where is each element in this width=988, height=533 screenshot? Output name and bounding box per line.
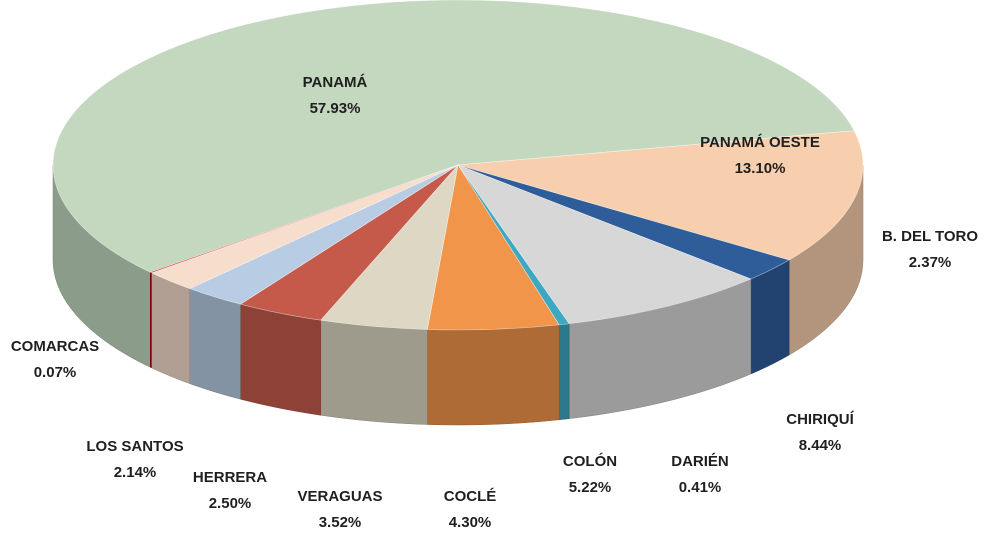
slice-label: HERRERA (193, 469, 267, 486)
slice-value: 2.14% (114, 464, 157, 481)
slice (320, 163, 459, 425)
slice-side (427, 324, 560, 426)
slice-label: CHIRIQUÍ (786, 411, 854, 428)
slice-side (150, 271, 152, 369)
slice-top (457, 164, 752, 324)
slice (426, 164, 560, 426)
slice-side (320, 319, 428, 425)
slice-label: B. DEL TORO (882, 228, 978, 245)
slice-top (149, 164, 459, 274)
slice-label: DARIÉN (671, 453, 729, 470)
slice-value: 2.50% (209, 495, 252, 512)
slice-value: 3.52% (319, 514, 362, 531)
slice-top (457, 130, 864, 261)
slice-side (558, 323, 570, 421)
slice-side (189, 288, 241, 400)
slice-label: COMARCAS (11, 338, 99, 355)
slice-value: 2.37% (909, 254, 952, 271)
slice-label: COLÓN (563, 452, 617, 470)
slice-value: 5.22% (569, 479, 612, 496)
slice-label: LOS SANTOS (86, 438, 183, 455)
slice-value: 57.93% (310, 100, 361, 117)
slice-top (52, 0, 855, 273)
slice-value: 8.44% (799, 437, 842, 454)
slice-value: 13.10% (735, 160, 786, 177)
slice-label: VERAGUAS (297, 488, 382, 505)
slice-side (750, 259, 790, 375)
slice-label: COCLÉ (444, 488, 497, 505)
slice-side (151, 272, 190, 384)
slice-value: 4.30% (449, 514, 492, 531)
slice-value: 0.41% (679, 479, 722, 496)
slice-side (240, 303, 321, 416)
slice-label: PANAMÁ OESTE (700, 134, 820, 151)
slice-label: PANAMÁ (303, 74, 368, 91)
slice (149, 164, 459, 369)
slice (52, 0, 855, 368)
slice-value: 0.07% (34, 364, 77, 381)
